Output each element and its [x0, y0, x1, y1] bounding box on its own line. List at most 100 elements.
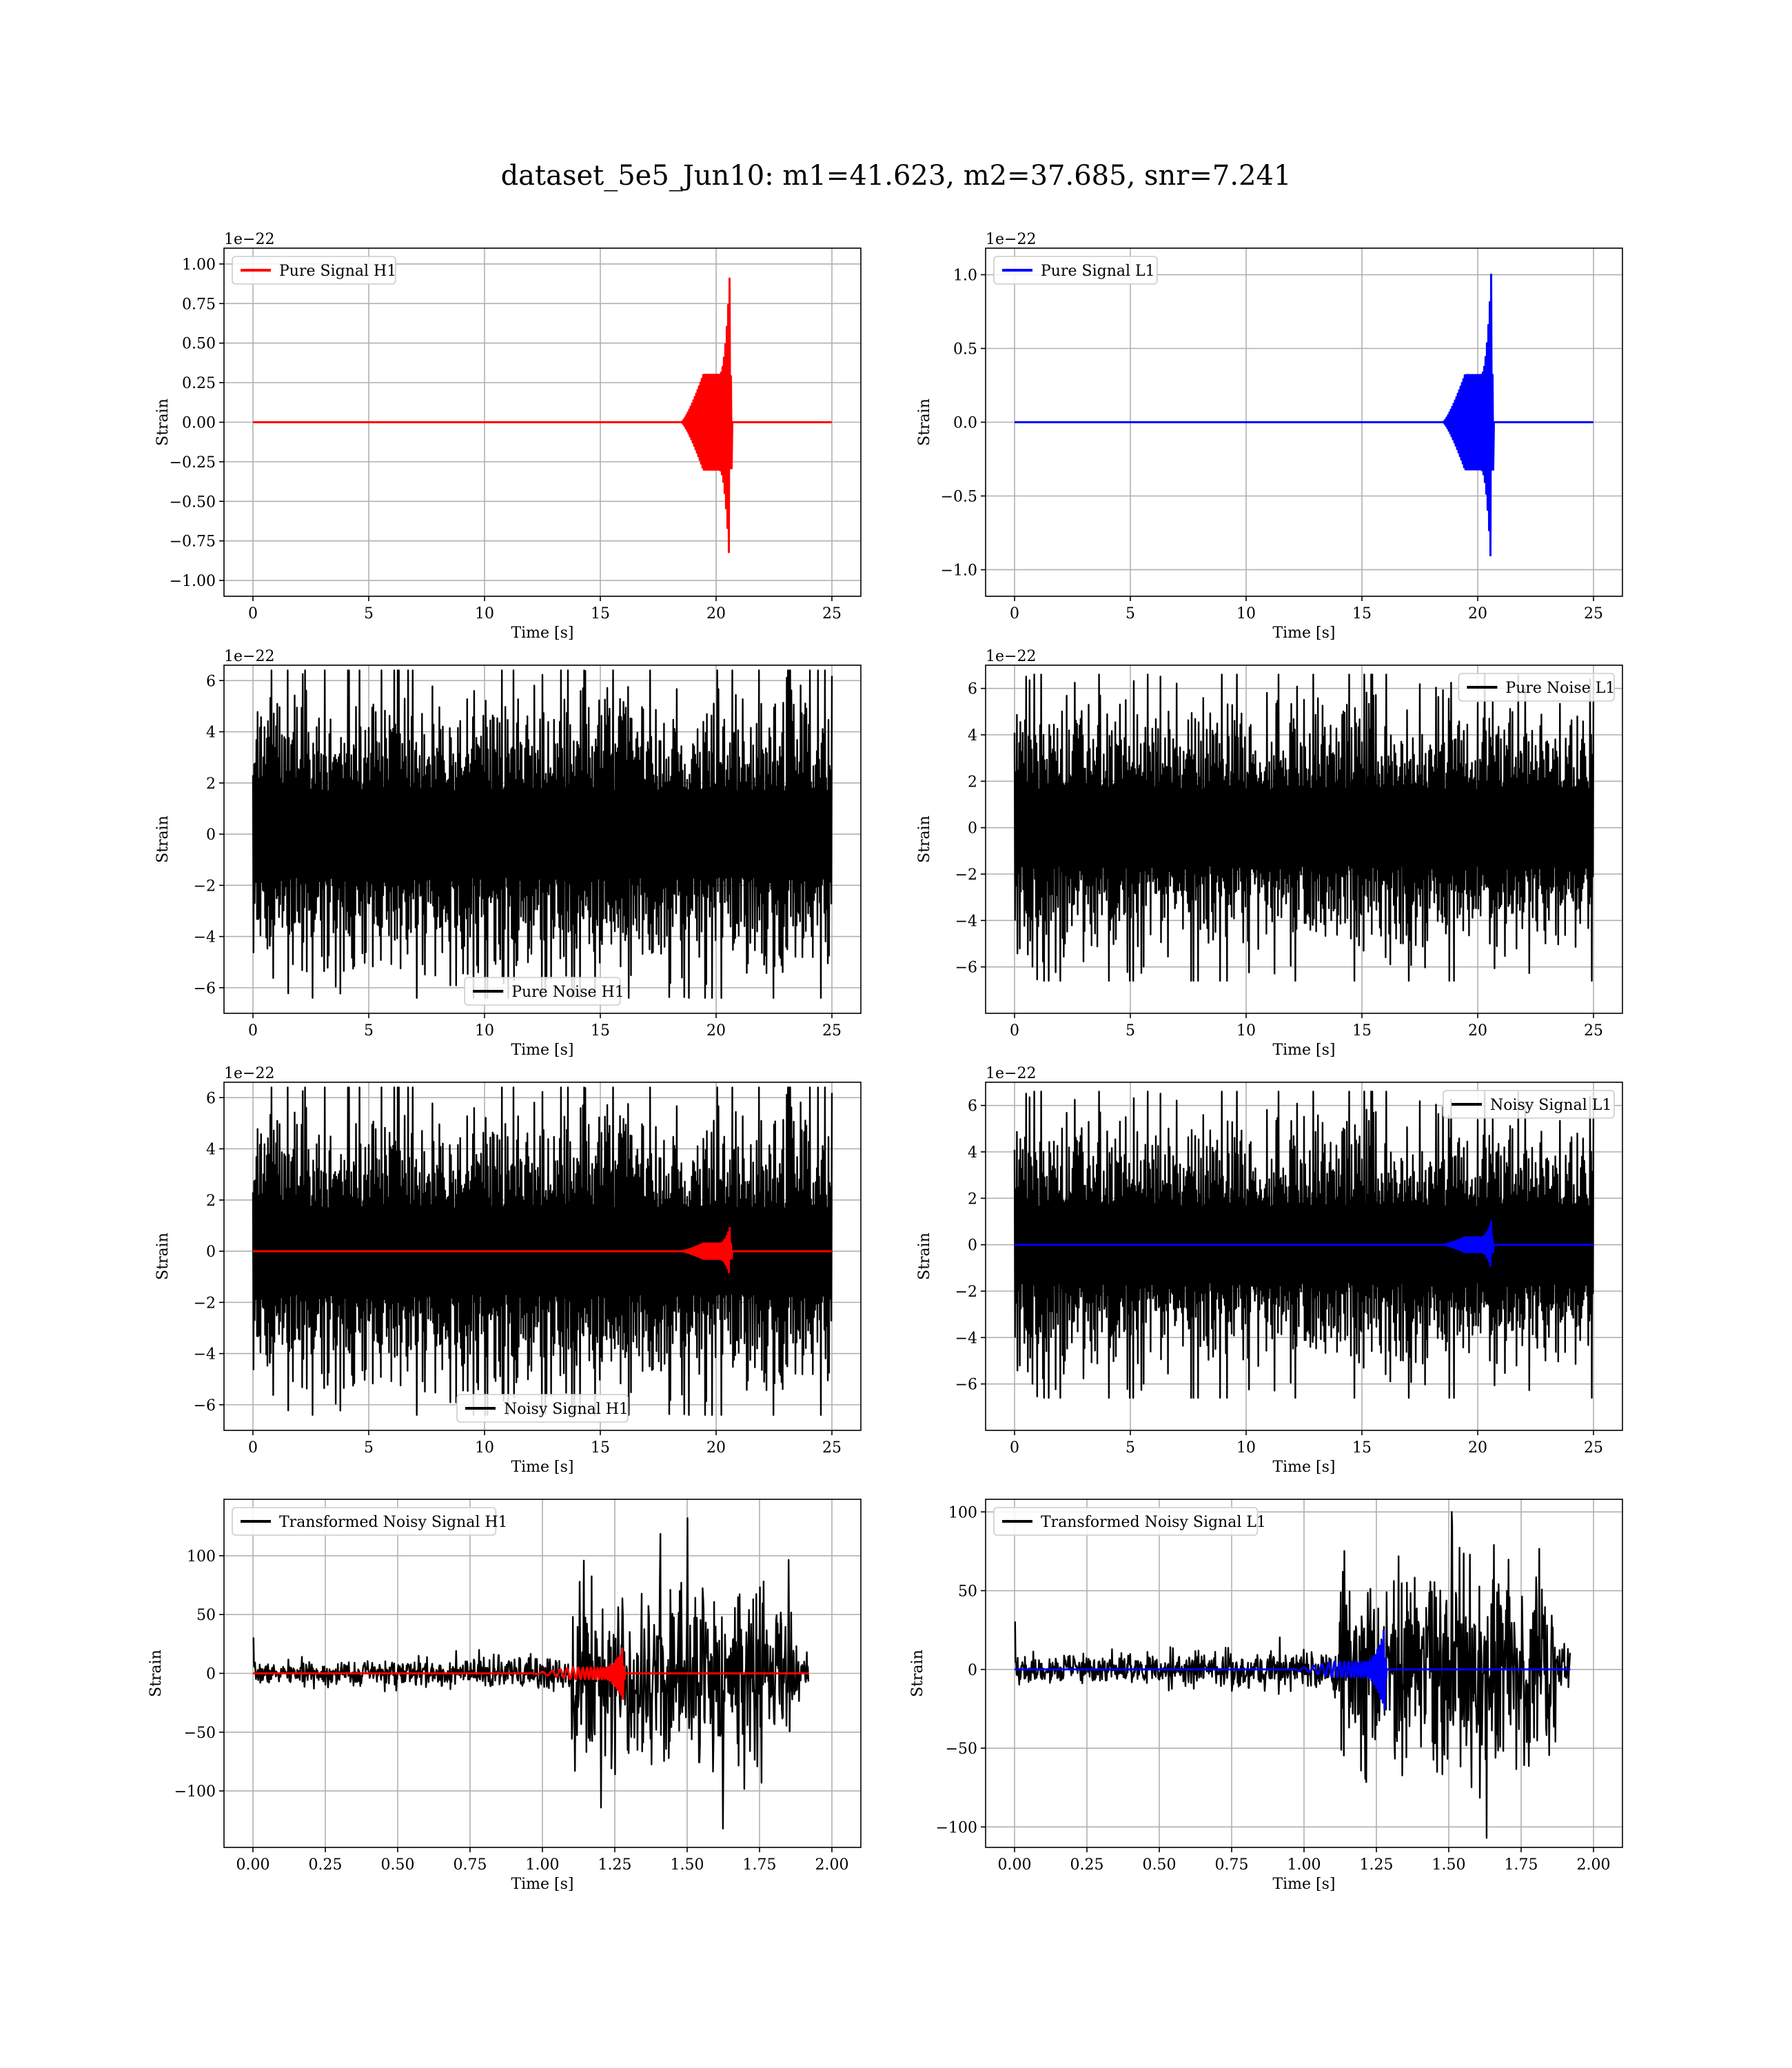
- x-tick-label: 1.25: [598, 1856, 632, 1874]
- x-tick-label: 20: [706, 1022, 726, 1040]
- y-tick-label: 0.50: [182, 336, 216, 353]
- subplot-grid: 0 5 10 15 20 25−1.00−0.75−0.50−0.250.000.250.…: [147, 231, 1623, 1893]
- y-tick-label: 50: [196, 1607, 216, 1624]
- y-axis-label: Strain: [154, 1233, 172, 1280]
- y-tick-label: 0: [968, 1662, 977, 1679]
- y-tick-label: −100: [174, 1783, 216, 1801]
- y-tick-label: −4: [955, 1330, 977, 1347]
- y-tick-label: −4: [955, 913, 977, 930]
- x-tick-label: 0.25: [309, 1856, 343, 1874]
- x-tick-label: 5: [1126, 605, 1135, 622]
- x-tick-label: 15: [591, 1022, 610, 1040]
- y-axis-label: Strain: [916, 815, 933, 863]
- x-tick-label: 0: [248, 1022, 258, 1040]
- x-tick-label: 20: [706, 605, 726, 622]
- x-tick-label: 10: [1236, 605, 1256, 622]
- axes-frame: [985, 665, 1623, 1014]
- x-axis-label: Time [s]: [511, 1042, 573, 1059]
- x-tick-label: 20: [706, 1439, 726, 1457]
- legend-box: [232, 1507, 497, 1536]
- y-tick-label: 0.5: [953, 341, 977, 358]
- y-offset-label: 1e−22: [986, 231, 1036, 248]
- x-tick-label: 15: [1352, 605, 1372, 622]
- y-tick-label: 4: [968, 727, 977, 744]
- y-tick-label: −4: [194, 1346, 216, 1364]
- y-tick-label: −2: [955, 866, 977, 884]
- y-tick-label: −6: [194, 1397, 216, 1415]
- x-tick-label: 2.00: [815, 1856, 849, 1874]
- plot-area: [252, 669, 833, 999]
- y-tick-label: 0.75: [182, 296, 216, 313]
- legend: Pure Noise L1: [1458, 673, 1615, 702]
- series-line-overlay-1: [252, 1226, 833, 1274]
- x-tick-label: 25: [1584, 1022, 1603, 1040]
- y-tick-label: 6: [206, 1090, 216, 1107]
- y-tick-label: −6: [955, 960, 977, 977]
- x-tick-label: 0.00: [998, 1856, 1032, 1874]
- x-tick-label: 0.25: [1070, 1856, 1104, 1874]
- y-tick-label: 2: [206, 776, 216, 793]
- legend: Transformed Noisy Signal L1: [993, 1507, 1266, 1536]
- x-tick-label: 1.50: [1432, 1856, 1466, 1874]
- x-axis-label: Time [s]: [511, 625, 573, 642]
- x-tick-label: 5: [1126, 1439, 1135, 1457]
- y-tick-label: −2: [955, 1284, 977, 1301]
- axes-frame: [985, 1082, 1623, 1431]
- y-tick-label: 0: [206, 827, 216, 844]
- plot-area: [252, 1517, 810, 1829]
- series-line-pure-noise-l1: [1013, 673, 1595, 982]
- y-tick-label: −1.00: [170, 573, 216, 590]
- x-tick-label: 1.50: [671, 1856, 704, 1874]
- y-offset-label: 1e−22: [986, 1065, 1036, 1082]
- legend: Pure Signal H1: [232, 256, 396, 285]
- x-tick-label: 0: [1010, 605, 1019, 622]
- y-tick-label: 0.0: [953, 415, 977, 432]
- y-tick-label: 50: [958, 1583, 977, 1601]
- x-tick-label: 0: [248, 1439, 258, 1457]
- legend-label: Pure Noise L1: [1505, 680, 1615, 697]
- y-axis-label: Strain: [916, 1233, 933, 1280]
- y-tick-label: 2: [206, 1193, 216, 1210]
- y-tick-label: −0.25: [170, 454, 216, 472]
- y-tick-label: −6: [194, 980, 216, 997]
- x-tick-label: 0: [1010, 1022, 1019, 1040]
- x-tick-label: 25: [1584, 605, 1603, 622]
- x-tick-label: 1.00: [526, 1856, 560, 1874]
- series-line-pure-signal-h1: [252, 277, 833, 554]
- x-tick-label: 5: [1126, 1022, 1135, 1040]
- x-tick-label: 20: [1468, 1022, 1487, 1040]
- y-axis-label: Strain: [147, 1650, 165, 1697]
- x-tick-label: 1.75: [1505, 1856, 1538, 1874]
- x-tick-label: 1.25: [1360, 1856, 1394, 1874]
- axes-frame: [223, 665, 862, 1014]
- y-tick-label: 100: [187, 1548, 216, 1565]
- legend-box: [993, 256, 1158, 285]
- y-tick-label: −2: [194, 1295, 216, 1312]
- y-tick-label: −50: [184, 1725, 216, 1742]
- series-line-pure-signal-l1: [1014, 273, 1594, 557]
- legend-label: Pure Signal H1: [279, 263, 396, 280]
- x-tick-label: 25: [822, 605, 842, 622]
- subplot-transformed-noisy-signal-h1: 0.00 0.25 0.50 0.75 1.00 1.25 1.50 1.75 2.00 −100…: [147, 1499, 862, 1893]
- x-tick-label: 15: [591, 1439, 610, 1457]
- y-tick-label: 6: [968, 1098, 977, 1115]
- x-tick-label: 0.50: [1143, 1856, 1177, 1874]
- series-line-noisy-signal-l1: [1013, 1091, 1595, 1399]
- subplot-transformed-noisy-signal-l1: 0.00 0.25 0.50 0.75 1.00 1.25 1.50 1.75 2.00 −100…: [909, 1499, 1623, 1893]
- x-tick-label: 5: [364, 1439, 374, 1457]
- x-tick-label: 10: [1236, 1439, 1256, 1457]
- subplot-pure-signal-l1: 0 5 10 15 20 25 −1.0 −0.5 0.0 0.5 1.0 Time [s] Strai…: [916, 231, 1623, 642]
- plot-area: [1013, 1091, 1595, 1399]
- x-tick-label: 15: [1352, 1022, 1372, 1040]
- figure-title: dataset_5e5_Jun10: m1=41.623, m2=37.685,…: [501, 160, 1292, 192]
- x-tick-label: 10: [475, 605, 494, 622]
- legend: Pure Noise H1: [464, 977, 624, 1006]
- y-axis-label: Strain: [154, 398, 172, 446]
- x-tick-label: 0: [1010, 1439, 1019, 1457]
- y-tick-label: −1.0: [941, 562, 977, 579]
- plot-area: [252, 1086, 833, 1416]
- axes-frame: [223, 1082, 862, 1431]
- x-axis-label: Time [s]: [511, 1459, 573, 1476]
- x-tick-label: 10: [475, 1022, 494, 1040]
